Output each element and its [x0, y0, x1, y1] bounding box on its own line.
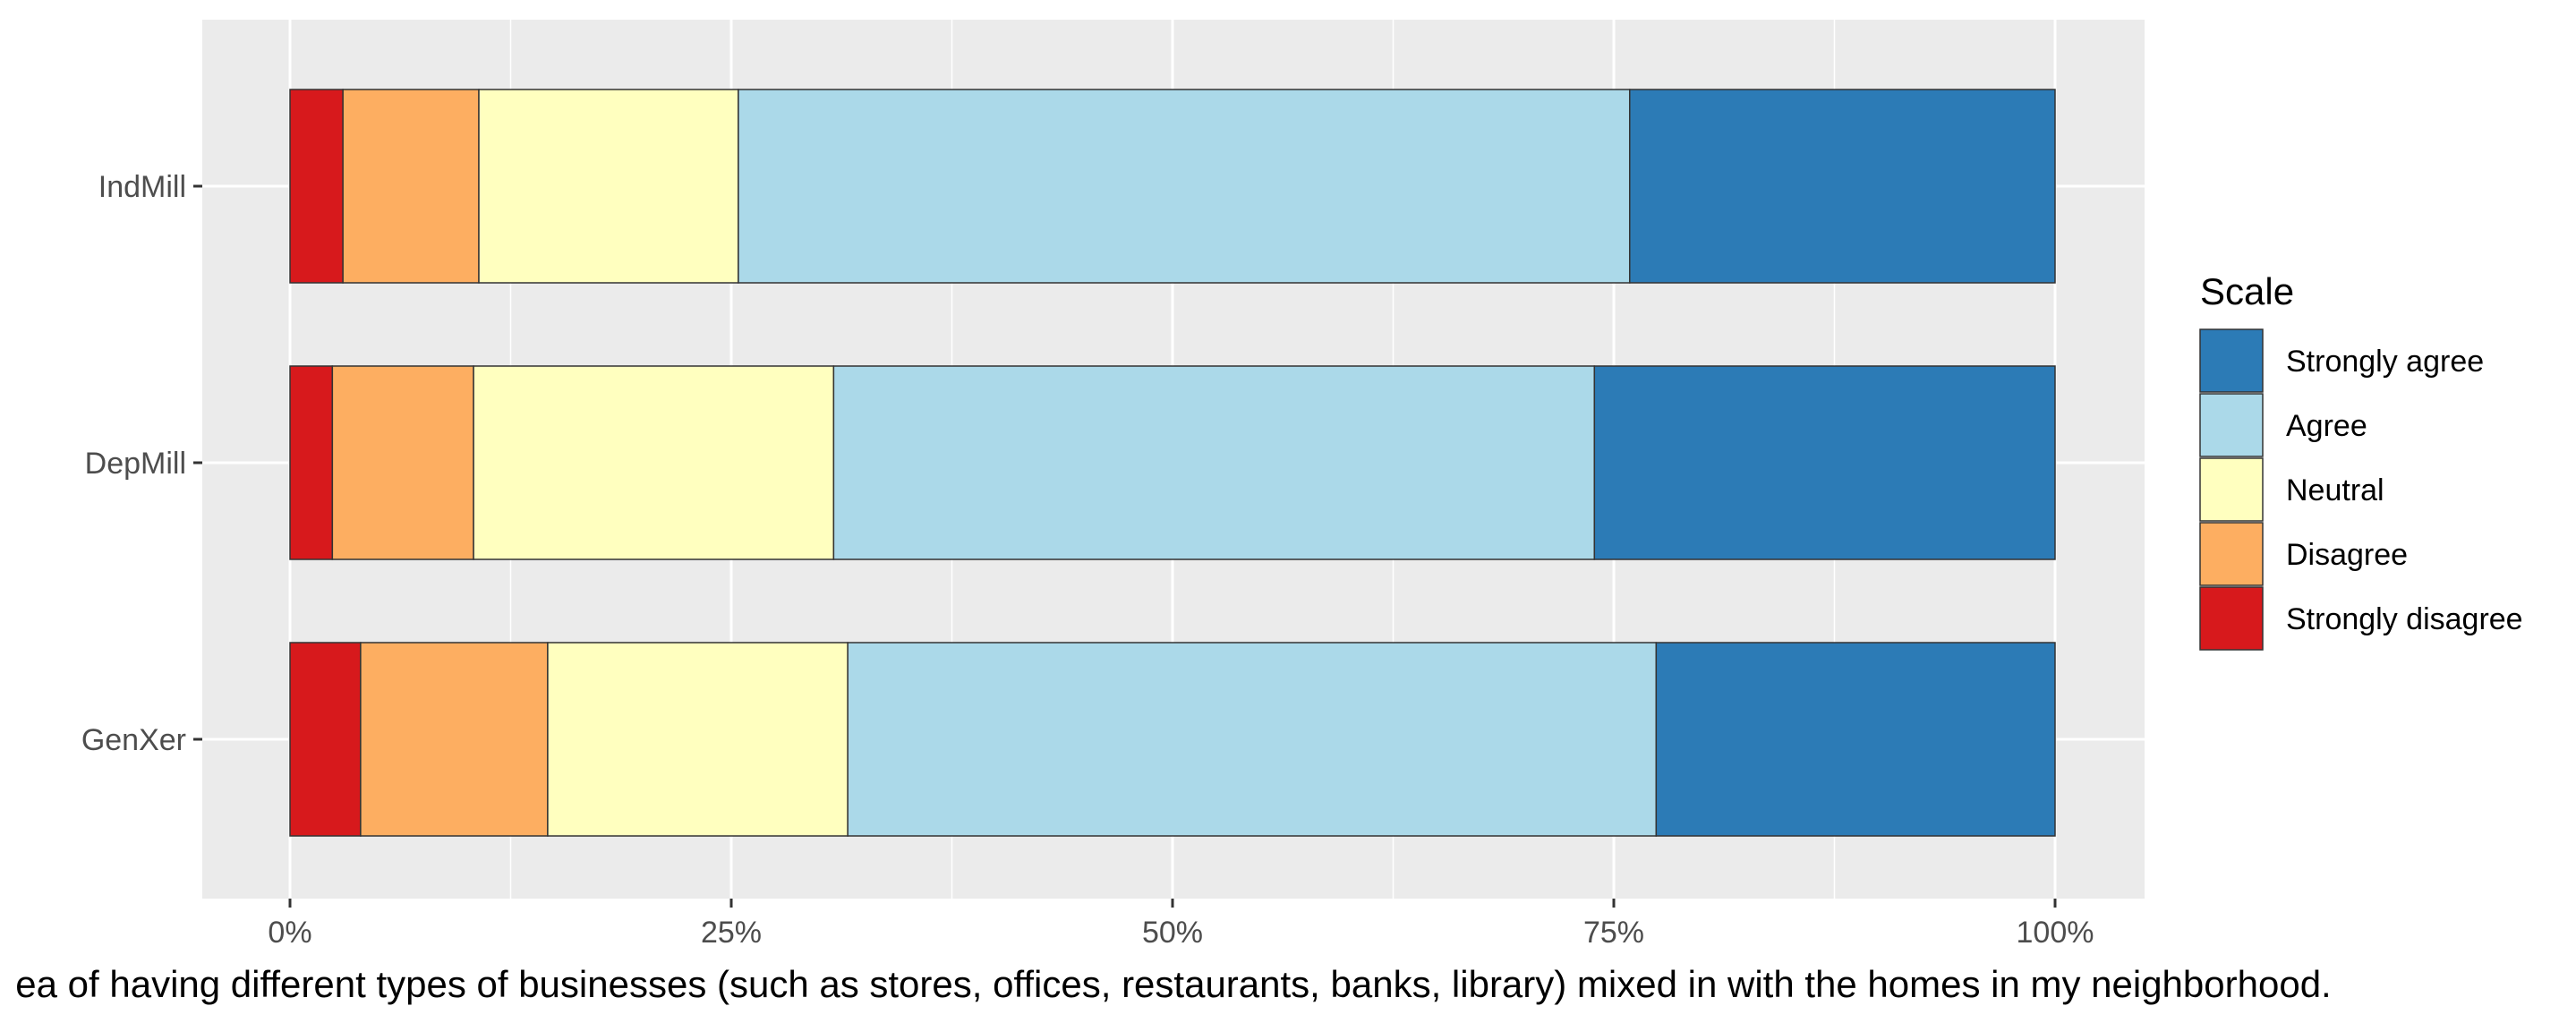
bar-segment: [360, 642, 549, 837]
legend-label: Agree: [2286, 409, 2367, 443]
legend-label: Disagree: [2286, 538, 2408, 572]
legend-swatch: [2199, 393, 2264, 457]
bar-segment: [847, 642, 1658, 837]
legend-label: Strongly disagree: [2286, 602, 2523, 636]
legend: Scale Strongly agree Agree Neutral Disagree…: [2199, 270, 2523, 651]
legend-swatch: [2199, 328, 2264, 393]
bar-segment: [289, 89, 344, 284]
x-tick-label: 0%: [268, 916, 311, 950]
x-tick-label: 25%: [701, 916, 762, 950]
x-axis-title: ea of having different types of business…: [15, 963, 2331, 1005]
bar-segment: [478, 89, 739, 284]
legend-title: Scale: [2200, 270, 2294, 312]
bar-segment: [738, 89, 1631, 284]
x-tick-label: 75%: [1583, 916, 1644, 950]
legend-swatch: [2199, 457, 2264, 522]
bar-segment: [832, 365, 1596, 560]
y-tick-label: GenXer: [81, 723, 186, 757]
y-tick-label: IndMill: [98, 170, 186, 204]
bar-segment: [289, 365, 334, 560]
y-axis: IndMill DepMill GenXer: [81, 170, 202, 757]
bar-segment: [331, 365, 474, 560]
bar-segment: [1628, 89, 2056, 284]
bars: [289, 89, 2056, 837]
y-tick-label: DepMill: [85, 447, 186, 481]
bar-segment: [473, 365, 835, 560]
bar-segment: [1655, 642, 2056, 837]
legend-swatch: [2199, 522, 2264, 586]
bar-segment: [1593, 365, 2056, 560]
legend-swatch: [2199, 586, 2264, 651]
bar-segment: [547, 642, 849, 837]
legend-label: Strongly agree: [2286, 345, 2484, 379]
bar-segment: [342, 89, 480, 284]
x-tick-label: 50%: [1142, 916, 1203, 950]
legend-label: Neutral: [2286, 473, 2384, 507]
bar-segment: [289, 642, 362, 837]
x-tick-label: 100%: [2017, 916, 2094, 950]
x-axis: 0% 25% 50% 75% 100%: [268, 899, 2094, 950]
